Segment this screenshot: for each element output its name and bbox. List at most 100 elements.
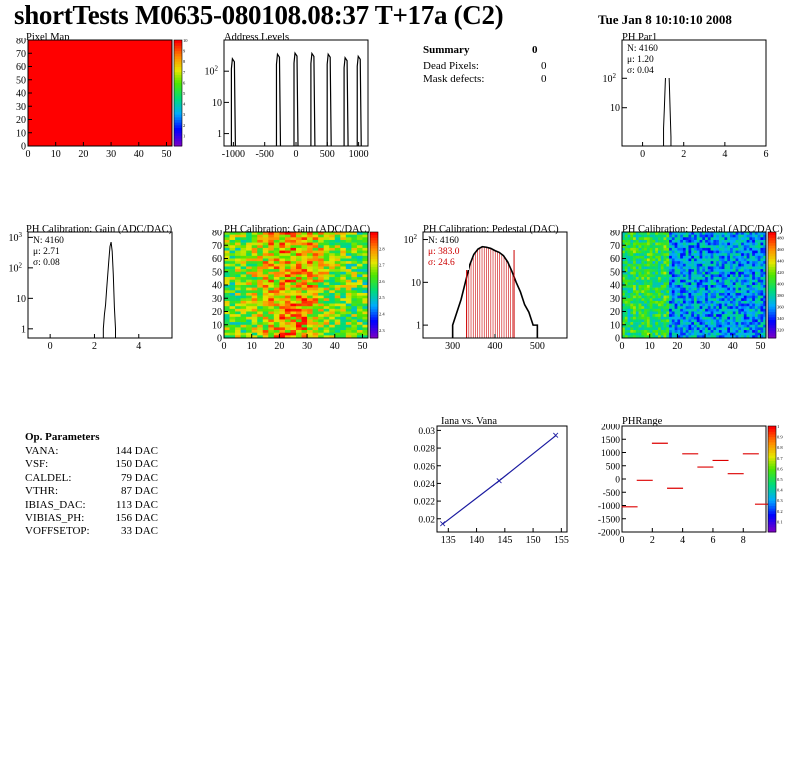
heatmap-cell [635,269,639,273]
heatmap-cell [262,311,269,315]
address-peak [326,52,332,147]
heatmap-cell [682,332,686,336]
heatmap-cell [229,335,236,339]
heatmap-cell [296,330,302,333]
heatmap-cell [743,314,747,318]
heatmap-cell [334,271,341,275]
heatmap-cell [730,277,734,280]
heatmap-cell [652,266,656,270]
colorbar-cell [768,247,776,252]
heatmap-cell [680,245,684,249]
heatmap-cell [323,269,330,273]
heatmap-cell [246,263,252,267]
heatmap-cell [713,279,717,283]
heatmap-cell [240,255,247,259]
colorbar-label: 2.4 [379,312,385,317]
heatmap-cell [682,290,686,294]
heatmap-cell [749,282,753,286]
heatmap-cell [284,285,291,288]
heatmap-cell [735,330,739,333]
heatmap-cell [696,319,700,323]
x-tick-label: 0 [48,341,53,352]
heatmap-cell [669,285,673,288]
heatmap-cell [229,245,236,249]
heatmap-cell [356,292,363,296]
heatmap-cell [671,234,675,238]
heatmap-cell [641,247,645,251]
heatmap-cell [705,279,709,283]
heatmap-cell [688,330,692,333]
heatmap-cell [752,290,756,294]
heatmap-cell [666,250,670,254]
heatmap-cell [727,324,731,328]
heatmap-cell [680,263,684,267]
heatmap-cell [362,324,369,328]
heatmap-cell [290,322,297,326]
heatmap-cell [644,269,648,273]
colorbar-cell [370,234,378,238]
heatmap-cell [696,292,700,296]
heatmap-cell [362,319,369,323]
heatmap-cell [627,271,631,275]
heatmap-cell [268,306,275,310]
heatmap-cell [707,319,711,323]
heatmap-cell [685,266,689,270]
heatmap-cell [669,282,673,286]
heatmap-cell [301,319,308,323]
heatmap-cell [235,285,241,288]
colorbar-cell [370,261,378,265]
heatmap-cell [334,322,341,326]
heatmap-cell [760,277,764,280]
heatmap-cell [268,242,275,246]
heatmap-cell [738,298,742,302]
heatmap-cell [752,324,756,328]
heatmap-cell [652,332,656,336]
heatmap-cell [284,319,291,323]
heatmap-cell [735,314,739,318]
heatmap-cell [301,245,308,249]
heatmap-cell [635,282,639,286]
heatmap-cell [312,332,319,336]
colorbar-cell [174,47,182,52]
heatmap-cell [757,300,761,304]
heatmap-cell [318,232,324,235]
colorbar-cell [174,100,182,105]
heatmap-cell [646,314,650,318]
heatmap-cell [716,271,720,275]
pixel-map-fill [28,40,172,146]
heatmap-cell [273,250,280,254]
heatmap-cell [724,311,728,315]
heatmap-cell [641,298,645,302]
heatmap-cell [633,306,637,310]
heatmap-cell [699,316,703,320]
heatmap-cell [351,242,358,246]
heatmap-cell [224,319,230,323]
heatmap-cell [224,271,230,275]
heatmap-cell [290,306,297,310]
heatmap-cell [721,298,725,302]
heatmap-cell [257,332,264,336]
heatmap-cell [638,279,642,283]
heatmap-cell [727,245,731,249]
heatmap-cell [677,232,681,235]
heatmap-cell [699,274,703,278]
heatmap-cell [760,258,764,262]
colorbar-cell [174,135,182,139]
heatmap-cell [705,335,709,339]
heatmap-cell [652,271,656,275]
heatmap-cell [351,316,358,320]
heatmap-cell [229,316,236,320]
heatmap-cell [307,271,313,275]
heatmap-cell [694,255,698,259]
heatmap-cell [685,319,689,323]
heatmap-cell [268,292,275,296]
heatmap-cell [713,292,717,296]
heatmap-cell [329,250,336,254]
heatmap-cell [716,287,720,291]
heatmap-cell [727,232,731,235]
heatmap-cell [246,269,252,273]
heatmap-cell [658,247,662,251]
op-param-name: IBIAS_DAC: [25,499,86,511]
heatmap-cell [251,282,258,286]
heatmap-cell [262,234,269,238]
